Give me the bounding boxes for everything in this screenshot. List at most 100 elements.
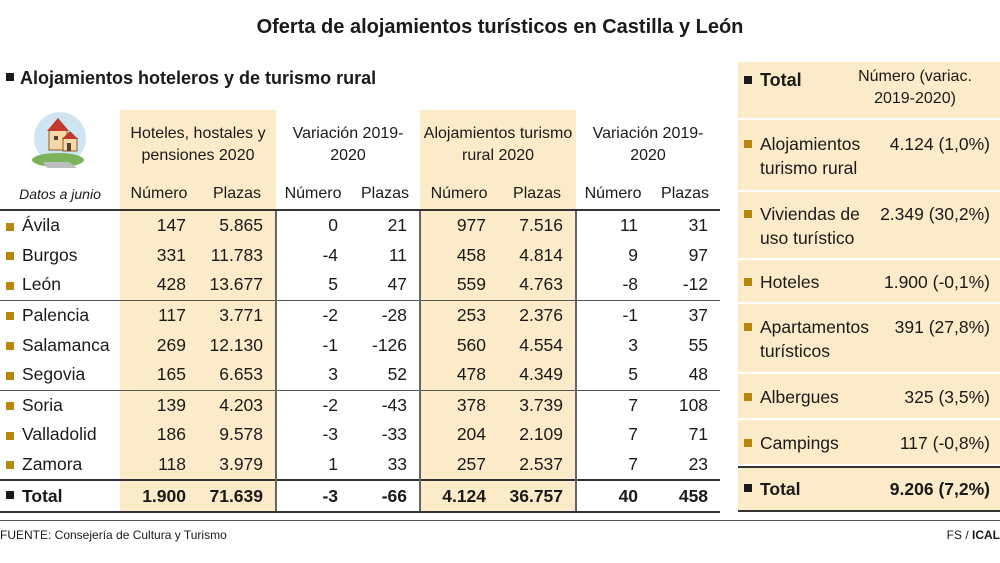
summary-row: Campings 117 (-0,8%) — [738, 420, 1000, 466]
table-cell: 165 — [120, 359, 198, 391]
table-cell: 5.865 — [198, 210, 277, 241]
table-cell: 40 — [575, 479, 651, 514]
table-cell: 11.783 — [198, 240, 277, 271]
square-bullet-icon — [744, 140, 752, 148]
bottom-rule — [0, 520, 1000, 521]
table-cell: -8 — [575, 270, 651, 301]
square-bullet-icon — [6, 252, 14, 261]
province-name: Total — [22, 485, 63, 506]
table-cell: 4.203 — [198, 390, 277, 421]
table-cell: 1.900 — [120, 479, 198, 514]
province-name: Segovia — [22, 364, 86, 385]
table-cell: 559 — [419, 270, 499, 301]
table-cell: -12 — [650, 270, 721, 301]
table-cell: 2.109 — [498, 420, 577, 450]
subheader: Número — [420, 179, 499, 211]
section-heading-text: Alojamientos hoteleros y de turismo rura… — [20, 68, 377, 88]
summary-value: 325 (3,5%) — [904, 387, 990, 407]
table-cell: -66 — [350, 479, 421, 514]
table-cell: 108 — [678, 394, 709, 415]
table-cell: 71.639 — [198, 479, 277, 514]
date-note: Datos a junio — [0, 179, 120, 211]
table-cell: 11 — [388, 244, 408, 265]
summary-row: Alojamientos turismo rural 4.124 (1,0%) — [738, 120, 1000, 192]
table-cell: 204 — [419, 420, 499, 450]
table-cell: 1 — [275, 449, 351, 481]
table-cell: -33 — [381, 424, 408, 445]
table-cell: 4.814 — [498, 240, 577, 271]
table-cell: 4.124 — [419, 479, 499, 514]
summary-label: Hoteles — [760, 272, 820, 292]
province-name: Valladolid — [22, 424, 97, 445]
table-cell: -2 — [275, 390, 351, 421]
table-cell: 97 — [688, 244, 709, 265]
table-cell: 55 — [688, 334, 709, 355]
table-cell: 147 — [120, 210, 198, 241]
house-icon-cell — [0, 110, 120, 179]
table-cell: -3 — [275, 479, 351, 514]
table-cell: -4 — [275, 240, 351, 271]
subheader: Plazas — [350, 179, 421, 211]
table-cell: 71 — [688, 424, 709, 445]
table-cell: 9 — [575, 240, 651, 271]
table-cell: 3.979 — [198, 449, 277, 481]
table-cell: 458 — [650, 479, 721, 514]
summary-value: 4.124 (1,0%) — [889, 134, 990, 154]
summary-total-value: 9.206 (7,2%) — [889, 479, 990, 499]
subheader: Número — [120, 179, 198, 211]
table-cell: -3 — [275, 420, 351, 450]
province-name: Burgos — [22, 244, 78, 265]
section-heading: Alojamientos hoteleros y de turismo rura… — [6, 68, 376, 89]
summary-row: Apartamentos turísticos 391 (27,8%) — [738, 304, 1000, 374]
summary-label: Apartamentos turísticos — [760, 317, 869, 361]
summary-label: Albergues — [760, 387, 839, 407]
table-cell: 6.653 — [198, 359, 277, 391]
table-cell: -2 — [275, 300, 351, 331]
table-cell: 458 — [419, 240, 499, 271]
summary-column-header: Número (variac. 2019-2020) — [858, 68, 972, 107]
square-bullet-icon — [6, 312, 14, 321]
province-cell: Burgos — [0, 241, 120, 271]
table-row: Segovia 165 6.653 3 52 478 4.349 5 48 — [0, 359, 721, 391]
province-cell: Salamanca — [0, 330, 120, 360]
rural-house-icon — [32, 112, 86, 168]
province-cell: Valladolid — [0, 420, 120, 450]
table-row: Zamora 118 3.979 1 33 257 2.537 7 23 — [0, 449, 720, 481]
table-cell: 36.757 — [498, 479, 577, 514]
square-bullet-icon — [744, 278, 752, 286]
table-cell: 478 — [419, 359, 499, 391]
summary-label: Alojamientos turismo rural — [760, 134, 861, 178]
square-bullet-icon — [744, 439, 752, 447]
province-cell: Segovia — [0, 359, 120, 391]
table-cell: 257 — [419, 449, 499, 481]
table-cell: 269 — [120, 330, 198, 360]
group-header-variation-hotels: Variación 2019-2020 — [292, 124, 404, 164]
credit: FS / ICAL — [947, 528, 1000, 542]
table-cell: 3.771 — [198, 300, 277, 331]
table-cell: -28 — [381, 305, 408, 326]
subheader: Número — [576, 179, 651, 211]
table-cell: 23 — [688, 454, 709, 475]
table-cell: 5 — [275, 270, 351, 301]
subheader: Plazas — [650, 179, 721, 211]
table-cell: 117 — [120, 300, 198, 331]
square-bullet-icon — [6, 431, 14, 440]
province-cell: Total — [0, 479, 120, 514]
table-cell: 4.554 — [498, 330, 577, 360]
table-cell: 3.739 — [498, 390, 577, 421]
square-bullet-icon — [6, 73, 14, 82]
province-cell: Ávila — [0, 210, 120, 241]
table-cell: 186 — [120, 420, 198, 450]
table-cell: 253 — [419, 300, 499, 331]
square-bullet-icon — [744, 484, 752, 492]
table-cell: 560 — [419, 330, 499, 360]
credit-agency: ICAL — [972, 528, 1000, 542]
summary-total-row: Total 9.206 (7,2%) — [738, 466, 1000, 512]
table-cell: 378 — [419, 390, 499, 421]
credit-prefix: FS / — [946, 528, 972, 542]
accommodation-table-wrap: Hoteles, hostales y pensiones 2020 Varia… — [0, 110, 721, 514]
table-cell: 428 — [120, 270, 198, 301]
table-cell: -1 — [275, 330, 351, 360]
square-bullet-icon — [6, 281, 14, 290]
accommodation-table: Hoteles, hostales y pensiones 2020 Varia… — [0, 110, 721, 514]
